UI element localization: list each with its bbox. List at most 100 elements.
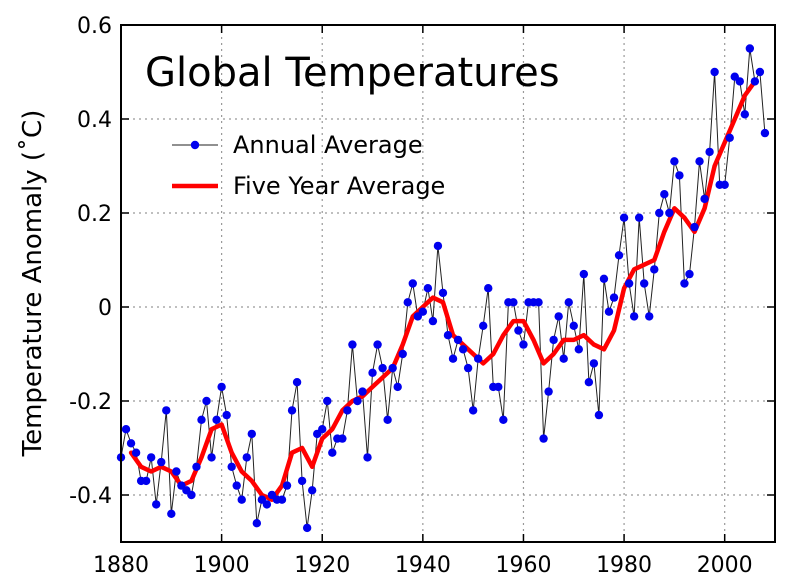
x-tick-label: 1940 — [395, 553, 451, 578]
y-axis-title: Temperature Anomaly (˚C) — [18, 110, 48, 458]
annual-average-point — [494, 382, 503, 392]
annual-average-point — [484, 284, 493, 293]
annual-average-point — [695, 157, 704, 166]
annual-average-point — [152, 500, 161, 509]
annual-average-point — [131, 448, 141, 457]
series-layer — [116, 44, 770, 533]
annual-average-point — [705, 147, 714, 157]
annual-average-point — [629, 312, 639, 321]
annual-average-point — [750, 77, 760, 86]
annual-average-point — [358, 387, 367, 396]
y-tick-label: 0.2 — [77, 202, 112, 227]
annual-average-point — [383, 415, 392, 424]
annual-average-point — [167, 509, 176, 518]
annual-average-point — [202, 396, 211, 406]
annual-average-point — [403, 298, 412, 307]
plot-frame — [120, 24, 776, 543]
annual-average-point — [428, 316, 438, 326]
chart-title: Global Temperatures — [145, 50, 560, 96]
annual-average-point — [338, 434, 347, 443]
annual-average-point — [665, 208, 674, 218]
annual-average-point — [227, 462, 236, 471]
annual-average-point — [187, 490, 196, 500]
x-tick-label: 1980 — [596, 553, 652, 578]
annual-average-point — [569, 321, 578, 330]
annual-average-point — [584, 378, 594, 387]
annual-average-point — [448, 354, 458, 363]
annual-average-point — [735, 77, 744, 86]
annual-average-point — [760, 128, 770, 138]
annual-average-point — [463, 363, 473, 373]
annual-average-point — [725, 133, 734, 142]
annual-average-point — [645, 312, 654, 321]
annual-average-point — [559, 354, 568, 363]
annual-average-point — [519, 340, 528, 349]
annual-average-point — [212, 415, 221, 424]
annual-average-point — [574, 345, 583, 354]
annual-average-point — [690, 222, 699, 232]
annual-average-point — [141, 476, 151, 486]
annual-average-point — [197, 415, 206, 424]
annual-average-point — [438, 288, 448, 298]
annual-average-point — [318, 425, 327, 434]
annual-average-point — [343, 406, 352, 415]
annual-average-point — [297, 476, 307, 486]
y-tick-label: 0 — [98, 296, 112, 321]
x-tick-label: 2000 — [697, 553, 753, 578]
annual-average-point — [287, 406, 297, 415]
y-tick-label: -0.2 — [69, 390, 112, 415]
annual-average-point — [589, 359, 599, 368]
y-tick-label: -0.4 — [69, 484, 112, 509]
annual-average-point — [509, 298, 518, 307]
five-year-average-line — [128, 79, 758, 502]
x-tick-label: 1900 — [194, 553, 250, 578]
annual-average-point — [650, 265, 659, 274]
annual-average-point — [157, 457, 166, 467]
annual-average-point — [373, 340, 382, 349]
annual-average-point — [398, 349, 407, 359]
annual-average-point — [302, 523, 312, 533]
annual-average-point — [745, 44, 755, 53]
annual-average-point — [700, 194, 709, 204]
annual-average-point — [544, 387, 553, 396]
annual-average-point — [363, 453, 372, 462]
annual-average-point — [172, 467, 181, 476]
legend-five-year-label: Five Year Average — [233, 172, 445, 200]
annual-average-point — [453, 335, 463, 345]
annual-average-point — [408, 279, 417, 288]
annual-average-point — [418, 307, 428, 316]
annual-average-point — [433, 241, 443, 251]
annual-average-point — [443, 331, 453, 340]
annual-average-point — [121, 425, 131, 434]
annual-average-point — [640, 279, 649, 288]
annual-average-point — [599, 274, 609, 283]
x-tick-label: 1880 — [93, 553, 149, 578]
annual-average-point — [277, 495, 287, 504]
annual-average-point — [609, 293, 619, 302]
annual-average-point — [282, 481, 292, 490]
annual-average-point — [655, 208, 664, 218]
annual-average-point — [222, 410, 231, 420]
x-tick-label: 1920 — [294, 553, 350, 578]
annual-average-point — [680, 279, 689, 288]
annual-average-point — [292, 378, 302, 387]
annual-average-point — [247, 429, 256, 439]
annual-average-point — [353, 396, 362, 406]
annual-average-point — [207, 453, 216, 462]
annual-average-point — [539, 434, 548, 443]
annual-average-point — [755, 67, 765, 77]
annual-average-point — [328, 448, 337, 457]
y-tick-label: 0.4 — [77, 108, 112, 133]
annual-average-point — [388, 363, 397, 373]
annual-average-point — [604, 307, 614, 316]
annual-average-point — [675, 171, 684, 180]
annual-average-point — [720, 180, 729, 189]
annual-average-point — [242, 453, 251, 462]
annual-average-point — [564, 298, 573, 307]
legend-annual-marker — [190, 140, 200, 150]
annual-average-point — [594, 410, 604, 420]
annual-average-point — [473, 354, 483, 363]
annual-average-point — [423, 284, 433, 293]
annual-average-point — [579, 269, 589, 279]
